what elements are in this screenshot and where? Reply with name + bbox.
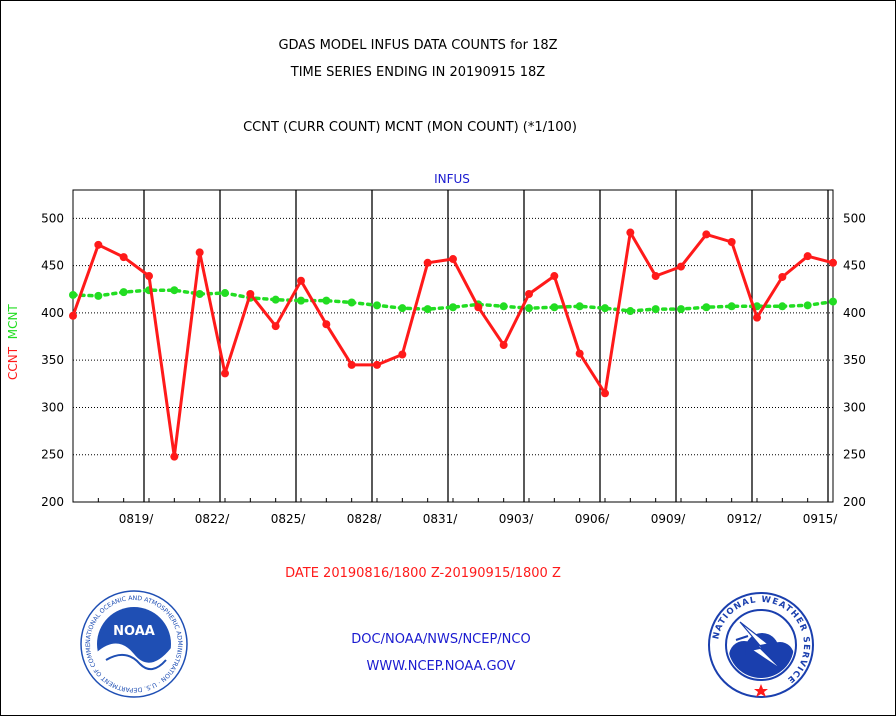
y-tick-label-right: 400 [843, 306, 866, 320]
ccnt-point [525, 290, 533, 298]
x-tick-label: 0915/ [803, 512, 839, 526]
mcnt-point [525, 304, 533, 313]
mcnt-point [195, 290, 204, 298]
mcnt-point [119, 288, 128, 297]
series-mcnt [69, 286, 837, 316]
ccnt-point [322, 320, 331, 329]
y-tick-label-left: 400 [41, 306, 64, 320]
ccnt-point [626, 228, 635, 237]
mcnt-point [221, 289, 229, 298]
y-tick-label-right: 250 [843, 448, 866, 462]
mcnt-point [626, 307, 635, 316]
mcnt-point [778, 302, 787, 311]
mcnt-point [727, 302, 736, 311]
ccnt-point [195, 248, 204, 257]
mcnt-point [803, 301, 812, 310]
ccnt-point [550, 272, 559, 281]
mcnt-point [499, 302, 508, 311]
ccnt-point [119, 253, 128, 262]
grid-layer [73, 190, 833, 502]
mcnt-point [398, 304, 407, 313]
ccnt-point [449, 255, 457, 264]
mcnt-point [601, 304, 609, 313]
date-range: DATE 20190816/1800 Z-20190915/1800 Z [285, 566, 561, 581]
ccnt-point [373, 360, 381, 369]
mcnt-point [651, 305, 660, 314]
x-tick-label: 0819/ [119, 512, 155, 526]
panel-title: INFUS [434, 172, 470, 186]
ccnt-point [145, 272, 153, 281]
ccnt-point [246, 290, 255, 298]
mcnt-point [271, 295, 280, 304]
ccnt-point [651, 272, 660, 281]
y-tick-label-left: 350 [41, 353, 64, 367]
y-tick-label-right: 300 [843, 400, 866, 414]
y-tick-label-left: 300 [41, 400, 64, 414]
ccnt-point [499, 341, 508, 350]
ccnt-point [677, 262, 685, 271]
y-tick-label-right: 500 [843, 211, 866, 225]
x-tick-label: 0903/ [499, 512, 535, 526]
x-tick-label: 0909/ [651, 512, 687, 526]
y-tick-label-left: 200 [41, 495, 64, 509]
ccnt-point [221, 369, 229, 378]
ccnt-point [423, 258, 432, 267]
ccnt-point [94, 240, 103, 249]
ccnt-point [601, 389, 609, 398]
ccnt-point [829, 258, 837, 267]
x-tick-label: 0828/ [347, 512, 383, 526]
mcnt-point [829, 297, 837, 306]
ccnt-point [297, 276, 305, 285]
ccnt-point [727, 238, 736, 246]
mcnt-point [550, 303, 559, 312]
ccnt-point [170, 452, 179, 461]
x-tick-label: 0825/ [271, 512, 307, 526]
mcnt-point [94, 291, 103, 300]
y-tick-label-left: 500 [41, 211, 64, 225]
x-tick-label: 0822/ [195, 512, 231, 526]
y-tick-label-right: 350 [843, 353, 866, 367]
mcnt-point [373, 301, 381, 310]
y-tick-label-left: 250 [41, 448, 64, 462]
ccnt-point [702, 230, 711, 239]
chart-title-line2: TIME SERIES ENDING IN 20190915 18Z [290, 65, 546, 80]
x-tick-label: 0906/ [575, 512, 611, 526]
ccnt-point [778, 272, 787, 281]
ccnt-point [753, 313, 761, 322]
mcnt-point [297, 296, 305, 305]
axis-layer: 200 200 250 250 300 300 350 350 400 400 450 450 500 5… [41, 189, 866, 526]
mcnt-point [423, 305, 432, 314]
ccnt-point [398, 350, 407, 359]
mcnt-point [347, 298, 356, 307]
mcnt-point [677, 305, 685, 314]
ccnt-point [575, 349, 584, 358]
ccnt-point [69, 311, 77, 320]
credit-line1: DOC/NOAA/NWS/NCEP/NCO [351, 632, 531, 647]
series-ccnt [69, 228, 837, 461]
mcnt-point [322, 296, 331, 305]
ccnt-point [803, 252, 812, 261]
mcnt-point [702, 303, 711, 312]
ccnt-point [474, 303, 483, 312]
mcnt-point [575, 302, 584, 311]
mcnt-point [449, 303, 457, 312]
noaa-logo-icon: NOAA NATIONAL OCEANIC AND ATMOSPHERIC AD… [80, 590, 188, 698]
mcnt-point [69, 290, 77, 299]
chart-subtitle: CCNT (CURR COUNT) MCNT (MON COUNT) (*1/1… [243, 120, 577, 135]
mcnt-point [170, 286, 179, 295]
credit-line2: WWW.NCEP.NOAA.GOV [366, 659, 516, 674]
x-tick-label: 0912/ [727, 512, 763, 526]
y-tick-label-left: 450 [41, 259, 64, 273]
ccnt-point [271, 322, 280, 331]
y-tick-label-right: 450 [843, 259, 866, 273]
x-tick-label: 0831/ [423, 512, 459, 526]
noaa-logo-text: NOAA [113, 624, 155, 639]
ccnt-point [347, 360, 356, 369]
nws-logo-icon: NATIONAL WEATHER SERVICE [708, 592, 814, 698]
y-tick-label-right: 200 [843, 495, 866, 509]
chart-title-line1: GDAS MODEL INFUS DATA COUNTS for 18Z [278, 38, 558, 53]
